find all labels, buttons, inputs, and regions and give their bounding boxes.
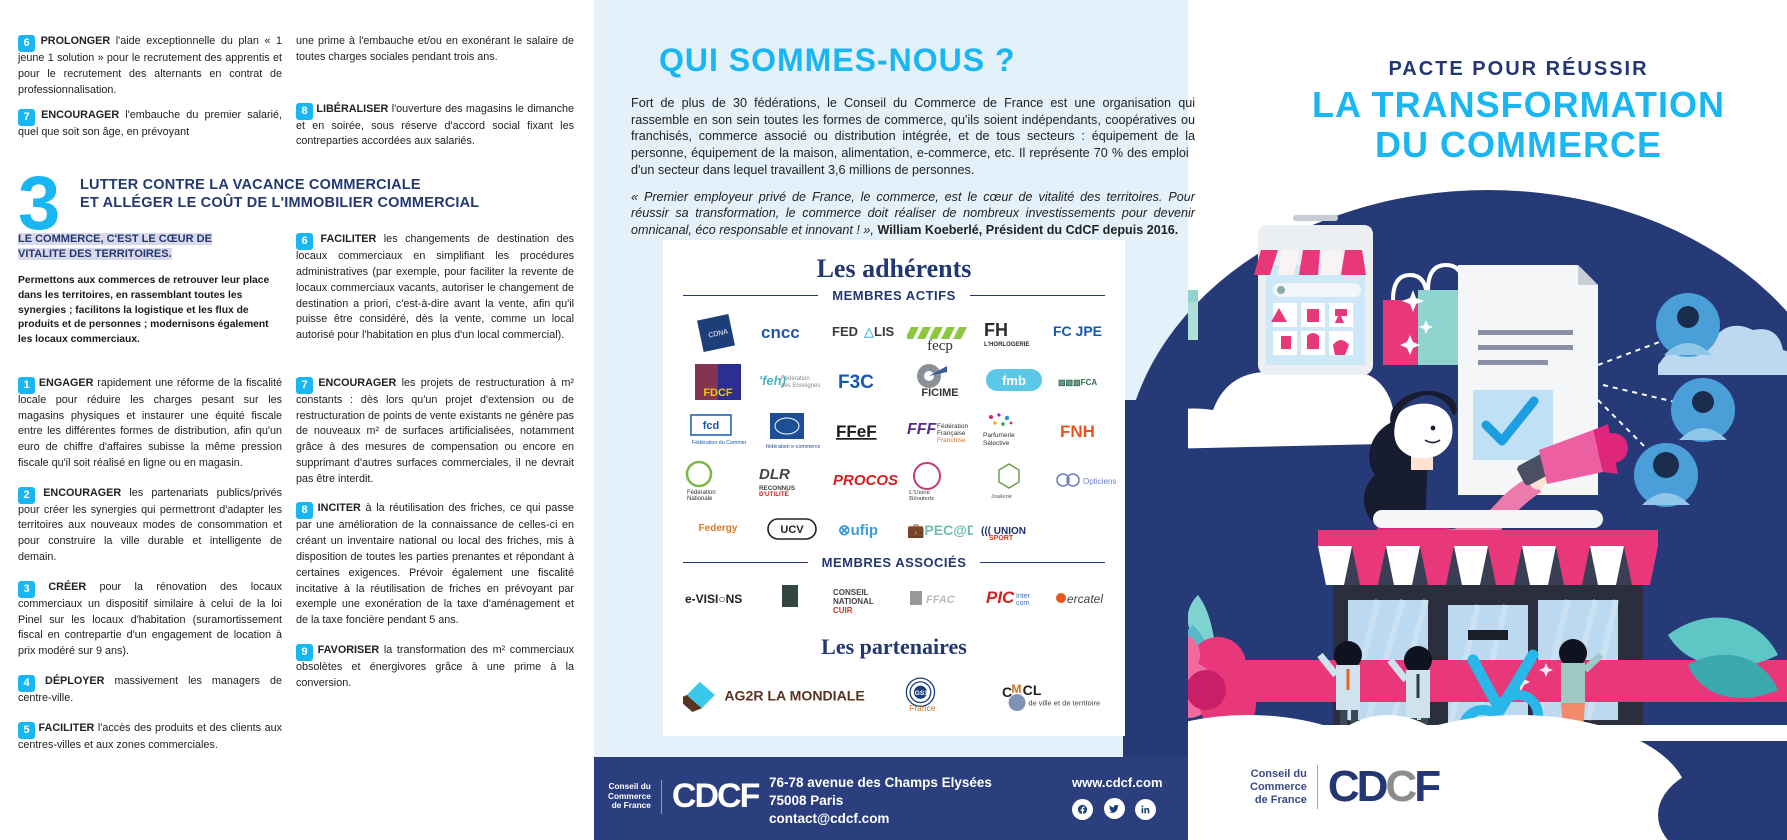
svg-text:France: France <box>910 703 937 713</box>
svg-text:PROCOS: PROCOS <box>833 472 898 489</box>
svg-text:ercatel: ercatel <box>1067 592 1103 606</box>
svg-text:AG2R LA MONDIALE: AG2R LA MONDIALE <box>724 688 864 704</box>
svg-text:FC JPE: FC JPE <box>1053 323 1102 339</box>
svg-text:FICIME: FICIME <box>921 387 958 399</box>
svg-text:GS1: GS1 <box>915 690 929 697</box>
svg-text:cncc: cncc <box>761 323 800 342</box>
svg-text:Fédération du Commerce: Fédération du Commerce <box>692 440 746 446</box>
svg-text:Sélective: Sélective <box>983 440 1010 447</box>
svg-text:CUIR: CUIR <box>833 606 853 613</box>
svg-text:FFF: FFF <box>907 421 938 438</box>
svg-text:D'UTILITÉ: D'UTILITÉ <box>759 489 789 497</box>
svg-text:fecp: fecp <box>927 338 953 353</box>
svg-text:DLR: DLR <box>759 466 790 483</box>
svg-text:Fédération: Fédération <box>937 423 968 430</box>
svg-text:Nationale: Nationale <box>687 496 713 500</box>
svg-text:Française: Française <box>937 430 966 437</box>
svg-text:Opticiens: Opticiens <box>1083 477 1116 486</box>
svg-text:💼PEC@D: 💼PEC@D <box>907 522 973 539</box>
svg-text:NATIONAL: NATIONAL <box>833 597 874 606</box>
svg-text:FDCF: FDCF <box>703 387 733 399</box>
svg-text:fcd: fcd <box>703 420 720 432</box>
svg-text:de ville et de territoire: de ville et de territoire <box>1028 698 1100 707</box>
svg-text:e-VISI○NS: e-VISI○NS <box>685 592 742 606</box>
svg-text:FED: FED <box>832 324 858 339</box>
svg-text:FH: FH <box>984 320 1008 340</box>
svg-text:Fédération: Fédération <box>781 376 810 382</box>
svg-text:fédération e-commerce: fédération e-commerce <box>766 444 820 450</box>
svg-text:CONSEIL: CONSEIL <box>833 588 869 597</box>
svg-text:Franchise: Franchise <box>937 437 966 444</box>
svg-text:Joailerie: Joailerie <box>991 494 1012 500</box>
svg-text:FFAC: FFAC <box>926 594 956 606</box>
svg-text:⊗ufip: ⊗ufip <box>838 522 878 539</box>
svg-text:FNH: FNH <box>1060 422 1095 441</box>
svg-text:SPORT: SPORT <box>989 535 1014 540</box>
svg-text:PIC: PIC <box>986 588 1015 607</box>
svg-text:fmb: fmb <box>1002 373 1026 388</box>
svg-text:com: com <box>1016 600 1029 607</box>
svg-text:CL: CL <box>1022 682 1041 698</box>
svg-text:L'HORLOGERIE: L'HORLOGERIE <box>984 342 1029 348</box>
svg-text:▧▧▧FCA: ▧▧▧FCA <box>1058 378 1097 387</box>
svg-text:UCV: UCV <box>780 524 804 536</box>
svg-text:Parfumerie: Parfumerie <box>983 432 1015 439</box>
svg-text:Bijouterie: Bijouterie <box>909 495 934 500</box>
svg-text:F3C: F3C <box>838 372 874 393</box>
svg-text:FFeF: FFeF <box>836 422 877 441</box>
svg-text:Inter: Inter <box>1016 593 1031 600</box>
svg-text:LIS: LIS <box>874 324 895 339</box>
svg-text:M: M <box>1011 682 1021 696</box>
svg-text:des Enseignes: des Enseignes <box>781 383 820 389</box>
